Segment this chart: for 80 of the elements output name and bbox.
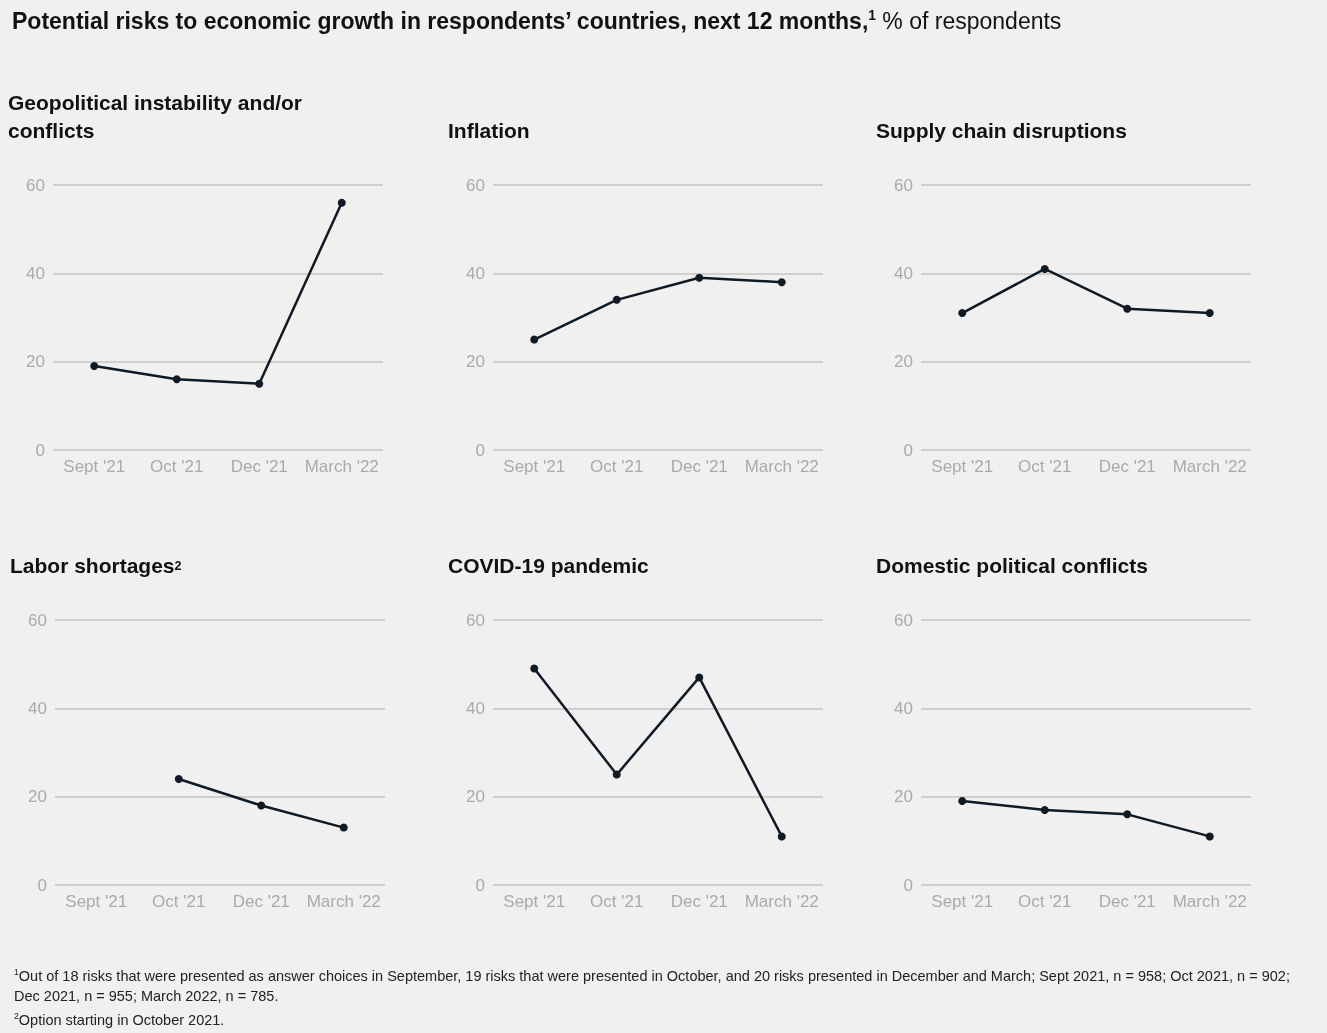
x-tick-label: Dec '21 — [232, 892, 290, 911]
chart-title: Domestic political conflicts — [876, 553, 1149, 579]
y-tick-label: 0 — [475, 875, 485, 895]
x-tick-label: Oct '21 — [1018, 892, 1072, 911]
y-tick-label: 60 — [466, 175, 485, 195]
point — [695, 673, 704, 682]
y-tick-label: 60 — [26, 175, 45, 195]
y-tick-label: 20 — [466, 787, 485, 807]
text: % of respondents — [882, 8, 1062, 34]
x-tick-label: Dec '21 — [230, 457, 288, 476]
point — [1123, 810, 1132, 819]
y-tick-label: 0 — [903, 440, 913, 460]
x-tick-label: Oct '21 — [152, 892, 206, 911]
x-tick-label: March '22 — [1172, 457, 1247, 476]
x-tick-label: March '22 — [306, 892, 381, 911]
point — [174, 775, 183, 783]
point — [1040, 264, 1049, 273]
x-tick-label: Sept '21 — [931, 892, 994, 911]
point — [777, 832, 786, 841]
y-tick-label: 20 — [894, 787, 913, 807]
x-tick-label: Oct '21 — [1018, 457, 1072, 476]
y-tick-label: 20 — [26, 352, 45, 372]
x-tick-label: Oct '21 — [590, 892, 644, 911]
x-tick-label: March '22 — [744, 892, 819, 911]
point — [612, 295, 621, 304]
y-tick-label: 0 — [37, 875, 47, 895]
point — [612, 770, 621, 779]
x-tick-label: Dec '21 — [1098, 892, 1156, 911]
chart-title: COVID-19 pandemic — [448, 553, 650, 579]
point — [958, 797, 967, 806]
x-tick-label: Oct '21 — [150, 457, 204, 476]
chart-title: Supply chain disruptions — [876, 118, 1128, 144]
point — [1040, 805, 1049, 814]
point — [1205, 832, 1214, 841]
y-tick-label: 40 — [894, 263, 913, 283]
point — [695, 273, 704, 282]
x-tick-label: March '22 — [1172, 892, 1247, 911]
y-tick-label: 0 — [903, 875, 913, 895]
point — [257, 801, 266, 810]
y-tick-label: 40 — [466, 263, 485, 283]
text: $^{1}$Out of 18 risks that were presented as answer choices in September, 19 risks that were presented in October, and 20 risks presented in December and March; Sept 2021, n = 958; Oct 2021, n = 902; Dec 2021, n = 955; March 2022, n = 785. — [14, 966, 1291, 1006]
point — [172, 375, 181, 384]
x-tick-label: Oct '21 — [590, 457, 644, 476]
text: $^{2}$Option starting in October 2021. — [14, 1009, 226, 1030]
x-tick-label: Dec '21 — [670, 457, 728, 476]
y-tick-label: 40 — [466, 698, 485, 718]
y-tick-label: 40 — [26, 263, 45, 283]
x-tick-label: Dec '21 — [670, 892, 728, 911]
x-tick-label: Sept '21 — [503, 892, 566, 911]
y-tick-label: 60 — [894, 175, 913, 195]
x-tick-label: Sept '21 — [503, 457, 566, 476]
x-tick-label: Sept '21 — [931, 457, 994, 476]
point — [530, 335, 539, 344]
y-tick-label: 40 — [894, 698, 913, 718]
point — [255, 379, 264, 388]
x-tick-label: Sept '21 — [63, 457, 126, 476]
point — [90, 362, 99, 371]
point — [1123, 304, 1132, 313]
y-tick-label: 60 — [894, 610, 913, 630]
y-tick-label: 60 — [466, 610, 485, 630]
chart-title: Inflation — [448, 118, 531, 144]
point — [1205, 309, 1214, 318]
y-tick-label: 20 — [28, 787, 47, 807]
text: Potential risks to economic growth in respondents’ countries, next 12 months,$^{1}$ — [12, 8, 876, 34]
x-tick-label: March '22 — [744, 457, 819, 476]
point — [958, 309, 967, 318]
x-tick-label: Sept '21 — [65, 892, 128, 911]
y-tick-label: 60 — [28, 610, 47, 630]
y-tick-label: 20 — [894, 352, 913, 372]
point — [339, 823, 348, 832]
y-tick-label: 40 — [28, 698, 47, 718]
y-tick-label: 0 — [475, 440, 485, 460]
point — [530, 664, 539, 673]
y-tick-label: 20 — [466, 352, 485, 372]
y-tick-label: 0 — [35, 440, 45, 460]
x-tick-label: Dec '21 — [1098, 457, 1156, 476]
point — [777, 278, 786, 287]
x-tick-label: March '22 — [304, 457, 379, 476]
point — [337, 198, 346, 207]
chart-title: Geopolitical instability and/or conflicts — [8, 90, 304, 144]
